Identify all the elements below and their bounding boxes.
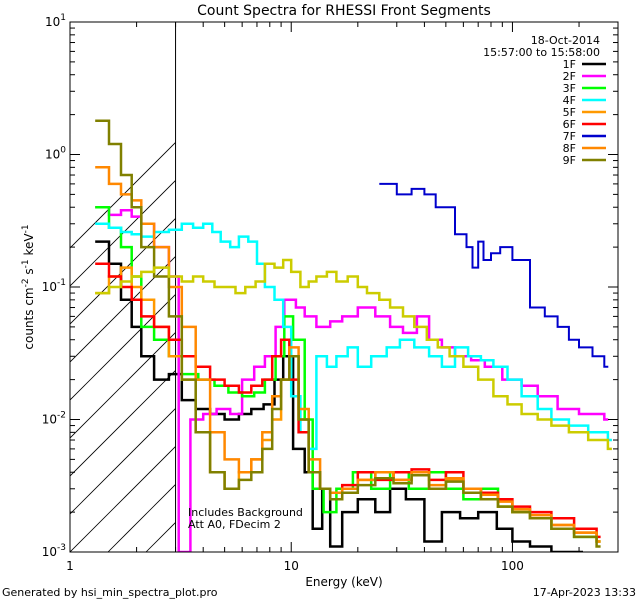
legend-label-5f: 5F: [563, 106, 576, 119]
legend-label-3f: 3F: [563, 82, 576, 95]
y-axis: 10-3 10-2 10-1 100 101: [42, 13, 618, 559]
hatch-line: [70, 445, 176, 552]
y-axis-label-sup1: -2: [21, 278, 31, 287]
series-line-yellow-series: [95, 258, 612, 451]
hatch-line: [70, 369, 176, 477]
series-line-1f: [95, 240, 583, 552]
hatch-line: [526, 22, 640, 552]
hatch-line: [602, 22, 640, 552]
plot-frame: [69, 21, 619, 553]
annotation-time-range: 15:57:00 to 15:58:00: [483, 46, 600, 59]
hatch-line: [70, 217, 176, 325]
series-line-5f: [95, 266, 601, 543]
legend-label-4f: 4F: [563, 94, 576, 107]
legend-label-9f: 9F: [563, 154, 576, 167]
series-line-9f: [95, 119, 601, 548]
x-axis-label: Energy (keV): [305, 575, 382, 589]
y-tick-label: 101: [45, 13, 66, 29]
annotation-date: 18-Oct-2014: [531, 34, 600, 47]
series-line-2f: [95, 205, 609, 552]
y-axis-label-sup3: -1: [21, 224, 31, 233]
y-axis-label-sup2: -1: [21, 259, 31, 268]
hatch-line: [70, 407, 176, 515]
y-axis-label-mid: s: [22, 268, 36, 278]
legend-label-7f: 7F: [563, 130, 576, 143]
x-axis: 1 10 100: [66, 22, 619, 573]
legend-label-8f: 8F: [563, 142, 576, 155]
x-tick-label: 1: [66, 559, 74, 573]
footer-generator: Generated by hsi_min_spectra_plot.pro: [2, 586, 218, 599]
y-axis-label-base: counts cm: [22, 287, 36, 349]
legend-label-2f: 2F: [563, 70, 576, 83]
y-axis-label-unit: keV: [22, 233, 36, 260]
series-line-7f: [379, 182, 609, 368]
y-axis-label: counts cm-2 s-1 keV-1: [21, 224, 36, 349]
legend-label-1f: 1F: [563, 58, 576, 71]
annotation-bottom: Includes Background Att A0, FDecim 2: [188, 506, 303, 531]
legend-label-6f: 6F: [563, 118, 576, 131]
hatch-line: [298, 22, 640, 552]
y-tick-label: 10-2: [42, 411, 66, 427]
annotation-background: Includes Background: [188, 506, 303, 519]
series-group: [95, 119, 612, 552]
y-tick-label: 10-3: [42, 543, 66, 559]
hatch-line: [70, 255, 176, 363]
annotation-top: 18-Oct-2014 15:57:00 to 15:58:00: [483, 34, 600, 59]
series-line-6f: [95, 262, 601, 539]
y-tick-label: 100: [45, 146, 66, 162]
series-line-4f: [95, 222, 612, 451]
chart-title: Count Spectra for RHESSI Front Segments: [197, 3, 491, 19]
y-tick-label: 10-1: [42, 278, 66, 294]
footer-timestamp: 17-Apr-2023 13:33: [533, 586, 636, 599]
x-tick-label: 10: [284, 559, 299, 573]
annotation-attenuator: Att A0, FDecim 2: [188, 518, 281, 531]
x-tick-label: 100: [501, 559, 524, 573]
